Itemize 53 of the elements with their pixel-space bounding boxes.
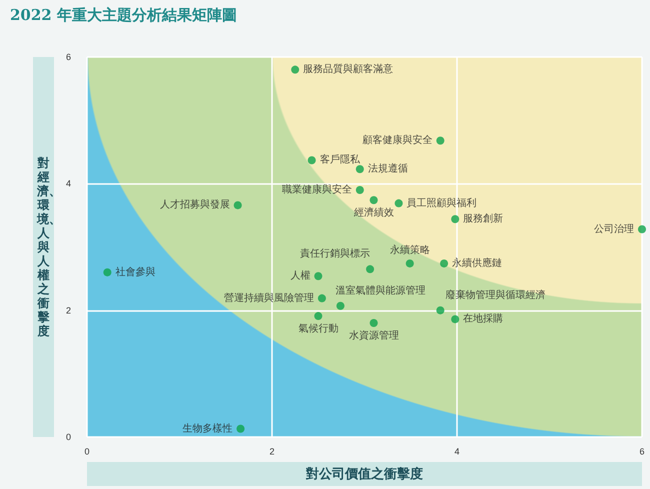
point (638, 225, 646, 234)
y-tick-label: 4 (66, 178, 71, 189)
data-label: 永續供應鏈 (452, 256, 502, 269)
point (370, 319, 378, 327)
y-tick-label: 6 (66, 52, 71, 62)
data-label: 人權 (290, 270, 310, 282)
text: 對經濟、環境、人與人權之衝擊度 (37, 156, 61, 338)
data-label: 法規遵循 (368, 162, 408, 175)
data-label: 人才招募與發展 (160, 198, 230, 211)
point (308, 156, 316, 164)
data-label: 服務創新 (463, 212, 504, 225)
data-label: 社會參與 (115, 266, 156, 278)
point (370, 196, 378, 204)
point (356, 186, 364, 194)
data-label: 公司治理 (594, 222, 634, 235)
point (451, 215, 460, 224)
y-tick-label: 2 (66, 305, 71, 316)
point (436, 136, 444, 145)
chart-title: 2022 年重大主題分析結果矩陣圖 (10, 6, 237, 25)
point (356, 165, 364, 174)
point (451, 315, 460, 324)
data-label: 責任行銷與標示 (300, 248, 370, 260)
data-label: 經濟績效 (352, 206, 394, 219)
point (406, 259, 414, 268)
x-tick-label: 2 (269, 446, 275, 456)
data-label: 服務品質與顧客滿意 (303, 63, 394, 76)
data-label: 氣候行動 (298, 324, 338, 335)
data-label: 客戶隱私 (320, 154, 361, 166)
x-tick-label: 6 (639, 446, 645, 456)
point (318, 294, 326, 302)
data-label: 水資源管理 (348, 330, 399, 342)
x-tick-label: 0 (84, 446, 90, 456)
point (366, 265, 374, 274)
data-label: 顧客健康與安全 (362, 134, 432, 146)
y-tick-label: 0 (66, 432, 71, 442)
x-axis-title: 對公司價值之衝擊度 (87, 462, 642, 486)
point (314, 272, 322, 280)
point (103, 268, 112, 276)
data-label: 生物多樣性 (182, 422, 233, 434)
point (336, 302, 344, 310)
point (236, 424, 245, 433)
data-label: 員工照顧與福利 (406, 196, 477, 209)
x-tick-label: 4 (454, 446, 460, 456)
point (234, 201, 242, 210)
data-label: 職業健康與安全 (282, 184, 352, 196)
point (440, 259, 448, 268)
data-label: 在地採購 (463, 312, 504, 325)
point (436, 306, 444, 314)
point (394, 199, 403, 208)
point (314, 312, 322, 320)
data-label: 永續策略 (390, 244, 430, 256)
data-label: 溫室氣體與能源管理 (335, 284, 426, 296)
point (291, 66, 300, 74)
